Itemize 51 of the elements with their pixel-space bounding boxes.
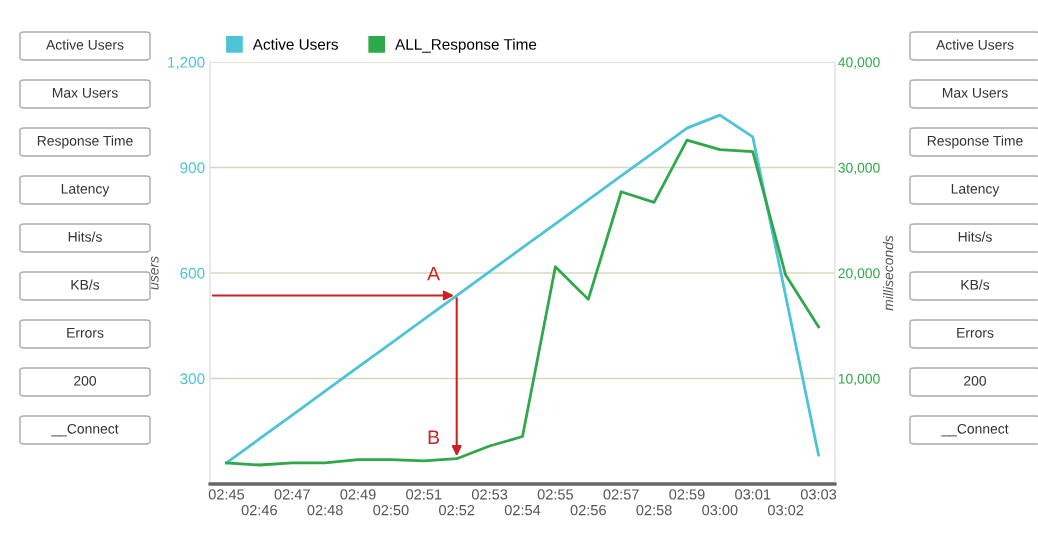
y2-tick-label: 30,000 — [838, 162, 880, 175]
text: Max Users — [52, 88, 118, 98]
text: 200 — [964, 375, 987, 386]
text: Errors — [957, 328, 994, 338]
x-tick-label: 02:59 — [669, 489, 705, 500]
x-tick-label: 02:50 — [373, 504, 409, 516]
text: Hits/s — [958, 231, 992, 242]
text: __Connect — [941, 423, 1009, 437]
y2-tick-label: 10,000 — [838, 373, 880, 386]
x-tick-label: 02:58 — [636, 504, 672, 516]
y-tick-label: 300 — [180, 373, 205, 385]
x-tick-label: 02:48 — [307, 504, 343, 516]
y-tick-label: 900 — [180, 162, 205, 174]
legend-label: Active Users — [252, 38, 338, 50]
x-tick-label: 03:03 — [800, 489, 837, 500]
x-tick-label: 02:57 — [603, 489, 639, 500]
text: Active Users — [46, 39, 124, 50]
text: KB/s — [961, 279, 990, 290]
x-tick-label: 02:47 — [274, 489, 310, 500]
text: Response Time — [927, 135, 1023, 149]
y-axis-title: users — [151, 256, 159, 290]
x-tick-label: 02:51 — [406, 489, 442, 500]
y2-tick-label: 40,000 — [838, 57, 880, 69]
x-tick-label: 02:54 — [504, 504, 541, 516]
x-tick-label: 03:01 — [735, 489, 771, 500]
x-tick-label: 02:55 — [537, 489, 574, 500]
annotation: A — [427, 266, 440, 281]
legend-label: ALL_Response Time — [395, 38, 537, 53]
text: Latency — [61, 184, 110, 197]
annotation: B — [428, 430, 440, 444]
text: __Connect — [51, 423, 119, 437]
x-tick-label: 03:00 — [702, 504, 738, 516]
text: Active Users — [936, 39, 1014, 50]
y-tick-label: 1,200 — [168, 56, 205, 70]
text: Errors — [67, 328, 104, 338]
text: Latency — [951, 184, 1000, 197]
x-tick-label: 02:45 — [208, 489, 245, 500]
x-tick-label: 02:52 — [439, 504, 475, 516]
text: Hits/s — [68, 231, 102, 242]
x-tick-label: 02:49 — [340, 489, 376, 500]
text: Max Users — [942, 88, 1008, 98]
text: Response Time — [37, 135, 133, 149]
y-tick-label: 600 — [180, 267, 205, 279]
text: KB/s — [71, 279, 100, 290]
x-tick-label: 02:56 — [570, 504, 606, 516]
x-tick-label: 02:46 — [241, 504, 277, 516]
text: 200 — [74, 375, 97, 386]
x-tick-label: 03:02 — [767, 504, 804, 516]
y2-tick-label: 20,000 — [838, 268, 880, 280]
y2-axis-title: milliseconds — [883, 235, 894, 311]
x-tick-label: 02:53 — [471, 489, 508, 500]
